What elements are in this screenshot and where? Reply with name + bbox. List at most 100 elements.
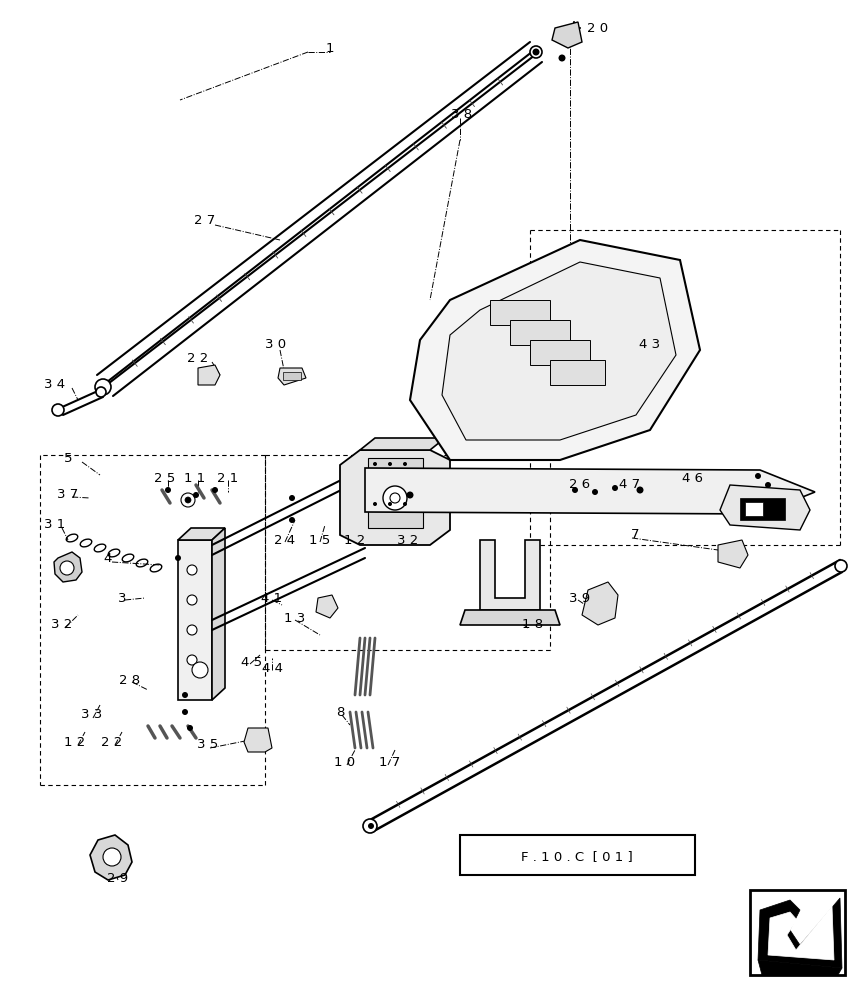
Circle shape (403, 462, 407, 466)
Polygon shape (360, 438, 445, 450)
Bar (550, 360, 605, 385)
Circle shape (403, 502, 407, 506)
Circle shape (165, 487, 171, 493)
Polygon shape (54, 552, 82, 582)
Circle shape (835, 560, 847, 572)
Text: 4 3: 4 3 (640, 338, 661, 352)
Text: 3 1: 3 1 (44, 518, 66, 532)
Circle shape (530, 46, 542, 58)
Circle shape (185, 497, 191, 503)
Bar (368, 498, 423, 528)
Text: 7: 7 (631, 528, 639, 542)
Text: 1 3: 1 3 (285, 611, 306, 624)
Circle shape (103, 848, 121, 866)
Polygon shape (244, 728, 272, 752)
Circle shape (390, 493, 400, 503)
Circle shape (592, 489, 598, 495)
Text: 4: 4 (104, 552, 112, 564)
Circle shape (187, 655, 197, 665)
Text: 2 0: 2 0 (588, 21, 608, 34)
Polygon shape (768, 906, 834, 960)
Circle shape (212, 487, 218, 493)
Text: 2 7: 2 7 (194, 214, 215, 227)
Polygon shape (316, 595, 338, 618)
Circle shape (406, 491, 413, 498)
Circle shape (755, 473, 761, 479)
Text: 3: 3 (118, 591, 126, 604)
Text: 8: 8 (336, 706, 345, 718)
Polygon shape (410, 240, 700, 460)
Circle shape (187, 625, 197, 635)
Circle shape (52, 404, 64, 416)
Polygon shape (720, 485, 810, 530)
Circle shape (383, 486, 407, 510)
Text: F . 1 0 . C  [ 0 1 ]: F . 1 0 . C [ 0 1 ] (521, 850, 633, 863)
Text: 1 0: 1 0 (334, 756, 356, 768)
Circle shape (388, 502, 392, 506)
Polygon shape (278, 368, 306, 385)
Text: 2 4: 2 4 (274, 534, 296, 546)
Circle shape (363, 819, 377, 833)
Circle shape (60, 561, 74, 575)
Text: 1: 1 (326, 41, 334, 54)
Bar (740, 498, 785, 520)
Polygon shape (552, 22, 582, 48)
Text: 2 9: 2 9 (108, 871, 128, 884)
Polygon shape (198, 365, 220, 385)
Circle shape (612, 485, 618, 491)
Circle shape (187, 565, 197, 575)
Text: 3 2: 3 2 (51, 618, 73, 632)
Text: 3 9: 3 9 (569, 591, 590, 604)
Circle shape (765, 482, 771, 488)
Circle shape (289, 495, 295, 501)
Text: 5: 5 (63, 452, 72, 464)
Circle shape (187, 595, 197, 605)
Circle shape (388, 462, 392, 466)
Text: 3 8: 3 8 (451, 108, 472, 121)
Circle shape (572, 487, 578, 493)
Text: 1 8: 1 8 (523, 618, 543, 632)
Text: 1 7: 1 7 (379, 756, 401, 768)
Bar (283, 372, 301, 380)
Polygon shape (442, 262, 676, 440)
Circle shape (532, 48, 540, 55)
Polygon shape (212, 528, 225, 700)
Text: 3 4: 3 4 (44, 378, 66, 391)
Polygon shape (758, 898, 842, 968)
Bar (530, 340, 590, 365)
Bar (490, 300, 550, 325)
Polygon shape (758, 960, 842, 975)
Text: 4 4: 4 4 (261, 662, 282, 674)
Polygon shape (718, 540, 748, 568)
Bar (460, 835, 695, 875)
Text: 1 5: 1 5 (309, 534, 331, 546)
Text: 1 2: 1 2 (64, 736, 86, 748)
Polygon shape (178, 540, 212, 700)
Circle shape (182, 709, 188, 715)
Bar (510, 320, 570, 345)
Circle shape (181, 493, 195, 507)
Circle shape (182, 692, 188, 698)
Text: 4 1: 4 1 (261, 591, 283, 604)
Polygon shape (460, 610, 560, 625)
Polygon shape (90, 835, 132, 880)
Circle shape (175, 555, 181, 561)
Text: 2 2: 2 2 (102, 736, 122, 748)
Text: 1 2: 1 2 (345, 534, 365, 546)
Text: 2 6: 2 6 (569, 479, 590, 491)
Bar (750, 890, 845, 975)
Bar (745, 502, 763, 516)
Circle shape (192, 662, 208, 678)
Circle shape (96, 387, 106, 397)
Text: 3 5: 3 5 (197, 738, 219, 752)
Circle shape (95, 379, 111, 395)
Text: 4 6: 4 6 (682, 472, 703, 485)
Text: 4 5: 4 5 (241, 656, 262, 668)
Text: 3 7: 3 7 (57, 488, 79, 502)
Text: 3 3: 3 3 (82, 708, 102, 722)
Polygon shape (365, 468, 815, 514)
Text: 1 1: 1 1 (184, 472, 206, 485)
Circle shape (373, 462, 377, 466)
Text: 3 2: 3 2 (398, 534, 418, 546)
Circle shape (373, 502, 377, 506)
